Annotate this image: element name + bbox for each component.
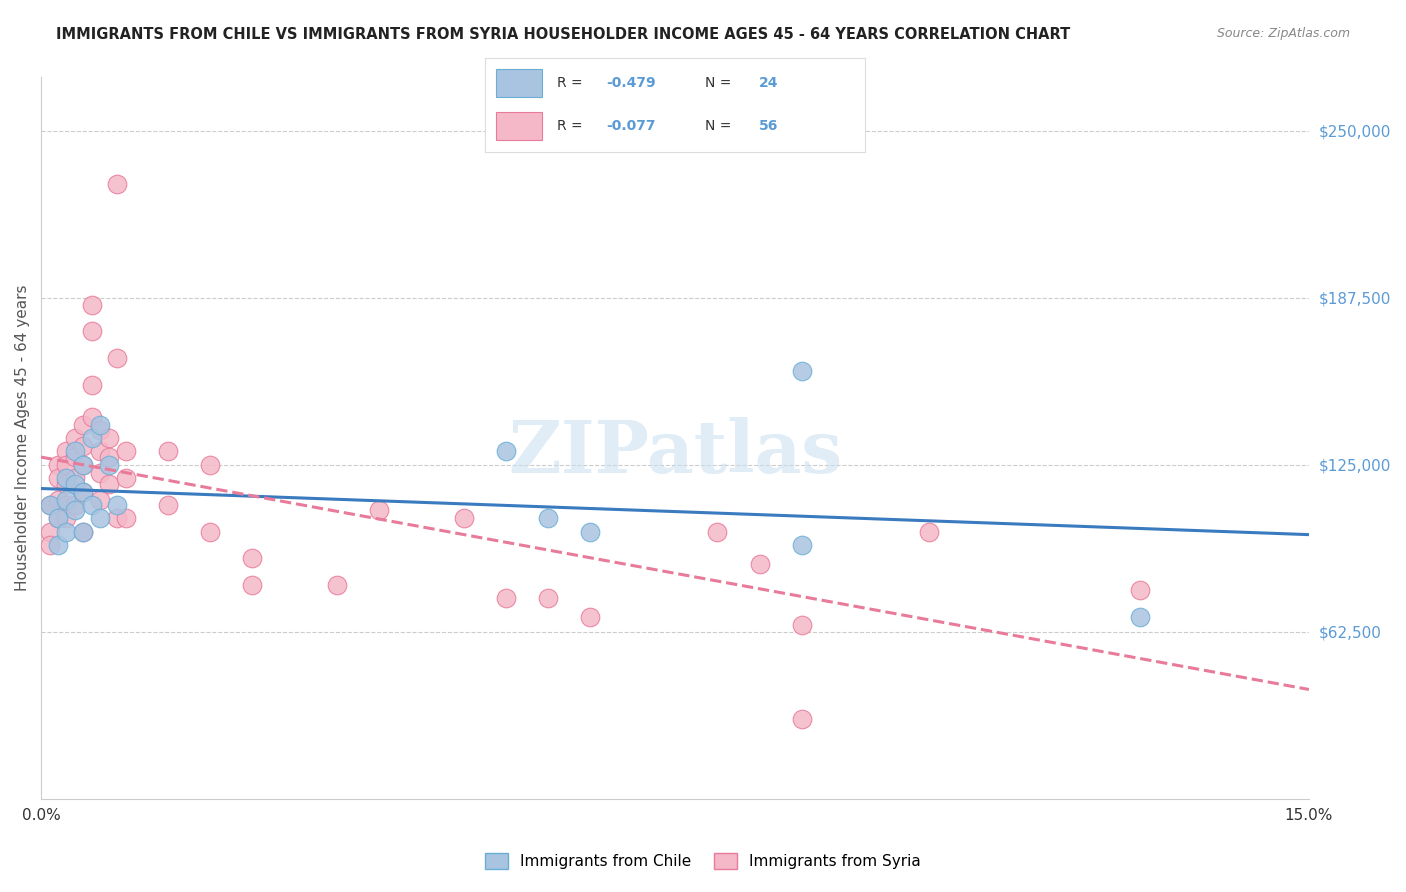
Point (55, 444, 77, 458)
Point (495, 591, 517, 606)
Point (63, 476, 86, 491)
Point (46, 458, 69, 472)
Point (80, 377, 103, 392)
Point (46, 538, 69, 552)
Point (72, 458, 94, 472)
Text: -0.077: -0.077 (606, 120, 657, 133)
Point (55, 524, 77, 539)
Point (790, 538, 813, 552)
Point (38, 498, 60, 512)
Point (1129, 610, 1152, 624)
Point (89, 423, 111, 437)
Point (105, 511, 128, 525)
Text: N =: N = (706, 120, 735, 133)
Point (55, 511, 77, 525)
Point (242, 551, 264, 566)
Point (790, 364, 813, 378)
Point (97, 431, 120, 445)
Point (537, 511, 560, 525)
Text: -0.479: -0.479 (606, 77, 657, 90)
Point (63, 431, 86, 445)
Point (72, 439, 94, 453)
Point (80, 409, 103, 424)
Text: 56: 56 (758, 120, 778, 133)
Point (46, 511, 69, 525)
Point (156, 444, 179, 458)
Text: R =: R = (557, 120, 588, 133)
Point (706, 524, 728, 539)
FancyBboxPatch shape (496, 70, 541, 97)
Point (72, 524, 94, 539)
Point (89, 511, 111, 525)
Point (790, 618, 813, 632)
Point (105, 351, 128, 365)
Point (105, 498, 128, 512)
Point (242, 578, 264, 592)
Point (63, 471, 86, 485)
Point (97, 458, 120, 472)
Text: ZIPatlas: ZIPatlas (508, 417, 842, 488)
Point (55, 498, 77, 512)
Point (46, 471, 69, 485)
Text: IMMIGRANTS FROM CHILE VS IMMIGRANTS FROM SYRIA HOUSEHOLDER INCOME AGES 45 - 64 Y: IMMIGRANTS FROM CHILE VS IMMIGRANTS FROM… (56, 27, 1070, 42)
Point (89, 492, 111, 507)
Point (114, 471, 136, 485)
Point (63, 450, 86, 464)
Point (89, 417, 111, 432)
Text: Source: ZipAtlas.com: Source: ZipAtlas.com (1216, 27, 1350, 40)
Point (55, 458, 77, 472)
Point (55, 476, 77, 491)
Point (80, 431, 103, 445)
Text: N =: N = (706, 77, 735, 90)
Point (38, 498, 60, 512)
Point (97, 476, 120, 491)
Point (156, 498, 179, 512)
Point (63, 503, 86, 517)
Legend: Immigrants from Chile, Immigrants from Syria: Immigrants from Chile, Immigrants from S… (479, 847, 927, 875)
Point (72, 484, 94, 499)
Point (38, 524, 60, 539)
Point (917, 524, 939, 539)
Point (46, 492, 69, 507)
Point (790, 712, 813, 726)
Point (368, 503, 391, 517)
Point (198, 458, 221, 472)
Text: 24: 24 (758, 77, 778, 90)
Point (63, 444, 86, 458)
Point (495, 444, 517, 458)
Point (453, 511, 475, 525)
Point (89, 444, 111, 458)
Point (114, 511, 136, 525)
Point (89, 466, 111, 480)
Point (80, 297, 103, 311)
Point (72, 484, 94, 499)
Point (114, 444, 136, 458)
Point (1129, 583, 1152, 598)
Point (80, 498, 103, 512)
Point (55, 471, 77, 485)
Point (579, 610, 602, 624)
Text: R =: R = (557, 77, 588, 90)
Point (80, 324, 103, 338)
Point (97, 450, 120, 464)
Y-axis label: Householder Income Ages 45 - 64 years: Householder Income Ages 45 - 64 years (15, 285, 30, 591)
Point (55, 492, 77, 507)
Point (38, 538, 60, 552)
Point (105, 178, 128, 192)
FancyBboxPatch shape (496, 112, 541, 140)
Point (748, 557, 770, 571)
Point (198, 524, 221, 539)
Point (72, 417, 94, 432)
Point (326, 578, 349, 592)
Point (72, 458, 94, 472)
Point (72, 524, 94, 539)
Point (63, 498, 86, 512)
Point (579, 524, 602, 539)
Point (46, 511, 69, 525)
Point (537, 591, 560, 606)
